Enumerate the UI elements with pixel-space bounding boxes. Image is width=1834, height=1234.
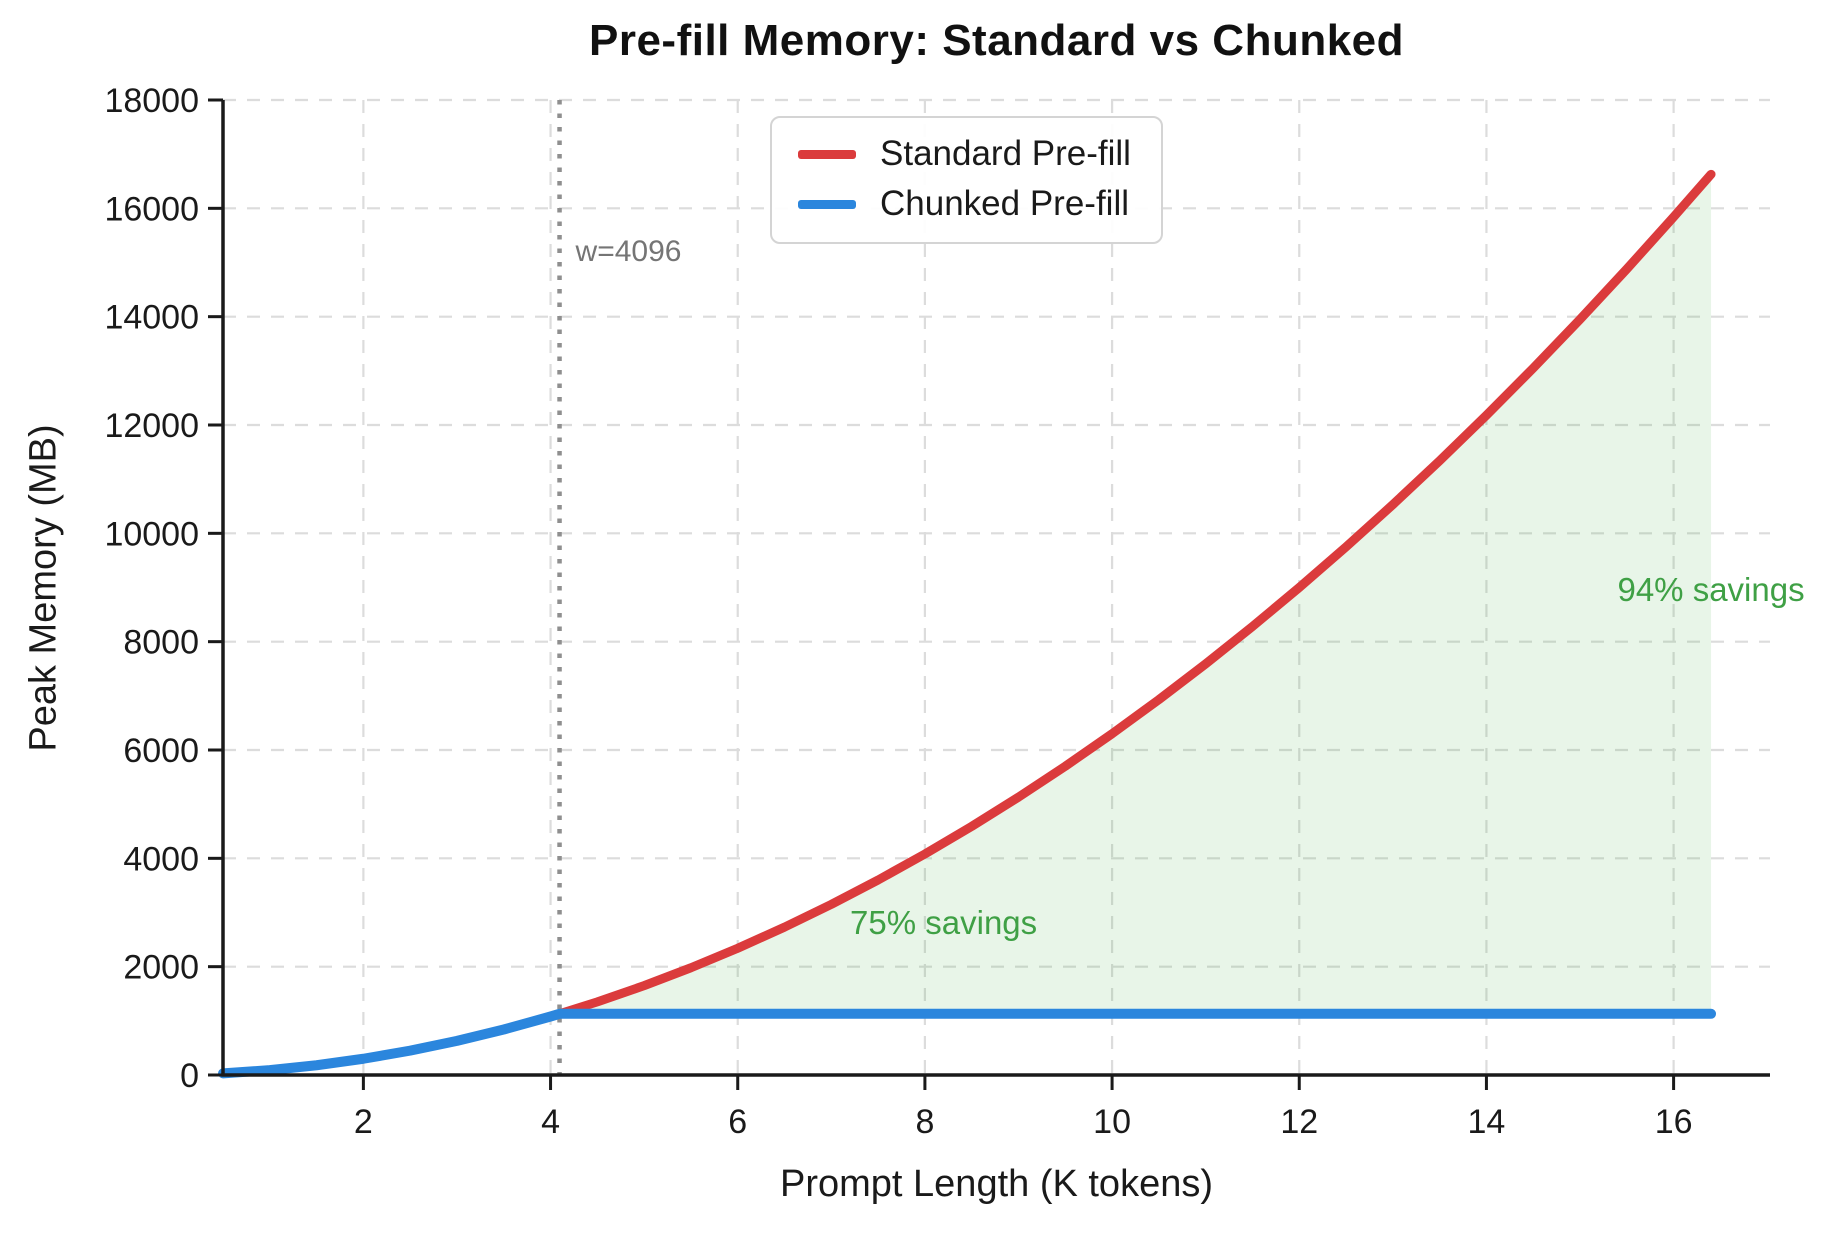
- legend-label-chunked: Chunked Pre-fill: [880, 184, 1129, 223]
- y-axis-label: Peak Memory (MB): [22, 424, 65, 752]
- legend-item-standard: Standard Pre-fill: [798, 134, 1131, 174]
- savings-annotation-94: 94% savings: [1617, 571, 1805, 609]
- legend-item-chunked: Chunked Pre-fill: [798, 184, 1131, 224]
- y-tick-label: 10000: [104, 515, 199, 553]
- savings-annotation-75: 75% savings: [850, 903, 1038, 941]
- x-tick-label: 6: [728, 1103, 747, 1141]
- legend-label-standard: Standard Pre-fill: [880, 134, 1131, 173]
- series-line-chunked: [218, 1008, 1717, 1079]
- window-size-label: w=4096: [575, 234, 682, 268]
- x-axis-label: Prompt Length (K tokens): [780, 1163, 1213, 1205]
- x-tick-label: 14: [1468, 1103, 1506, 1141]
- y-tick-label: 18000: [104, 82, 199, 120]
- x-tick-label: 12: [1280, 1103, 1318, 1141]
- chart-title: Pre-fill Memory: Standard vs Chunked: [588, 16, 1405, 65]
- y-tick-label: 2000: [123, 949, 199, 987]
- x-tick-label: 16: [1655, 1103, 1693, 1141]
- y-tick-label: 6000: [123, 732, 199, 770]
- y-tick-label: 4000: [123, 840, 199, 878]
- x-tick-label: 2: [354, 1103, 373, 1141]
- y-tick-label: 8000: [123, 624, 199, 662]
- x-tick-label: 10: [1093, 1103, 1131, 1141]
- x-tick-label: 4: [541, 1103, 560, 1141]
- y-tick-label: 16000: [104, 190, 199, 228]
- y-tick-label: 0: [180, 1057, 199, 1095]
- legend-swatch-chunked: [798, 199, 856, 209]
- legend: Standard Pre-fill Chunked Pre-fill: [770, 116, 1163, 244]
- x-tick-label: 8: [915, 1103, 934, 1141]
- y-tick-label: 12000: [104, 407, 199, 445]
- legend-swatch-standard: [798, 149, 856, 159]
- savings-fill-area: [559, 174, 1712, 1014]
- y-tick-label: 14000: [104, 299, 199, 337]
